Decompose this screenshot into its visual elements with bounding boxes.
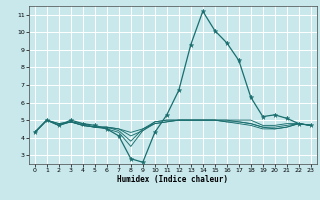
X-axis label: Humidex (Indice chaleur): Humidex (Indice chaleur) — [117, 175, 228, 184]
